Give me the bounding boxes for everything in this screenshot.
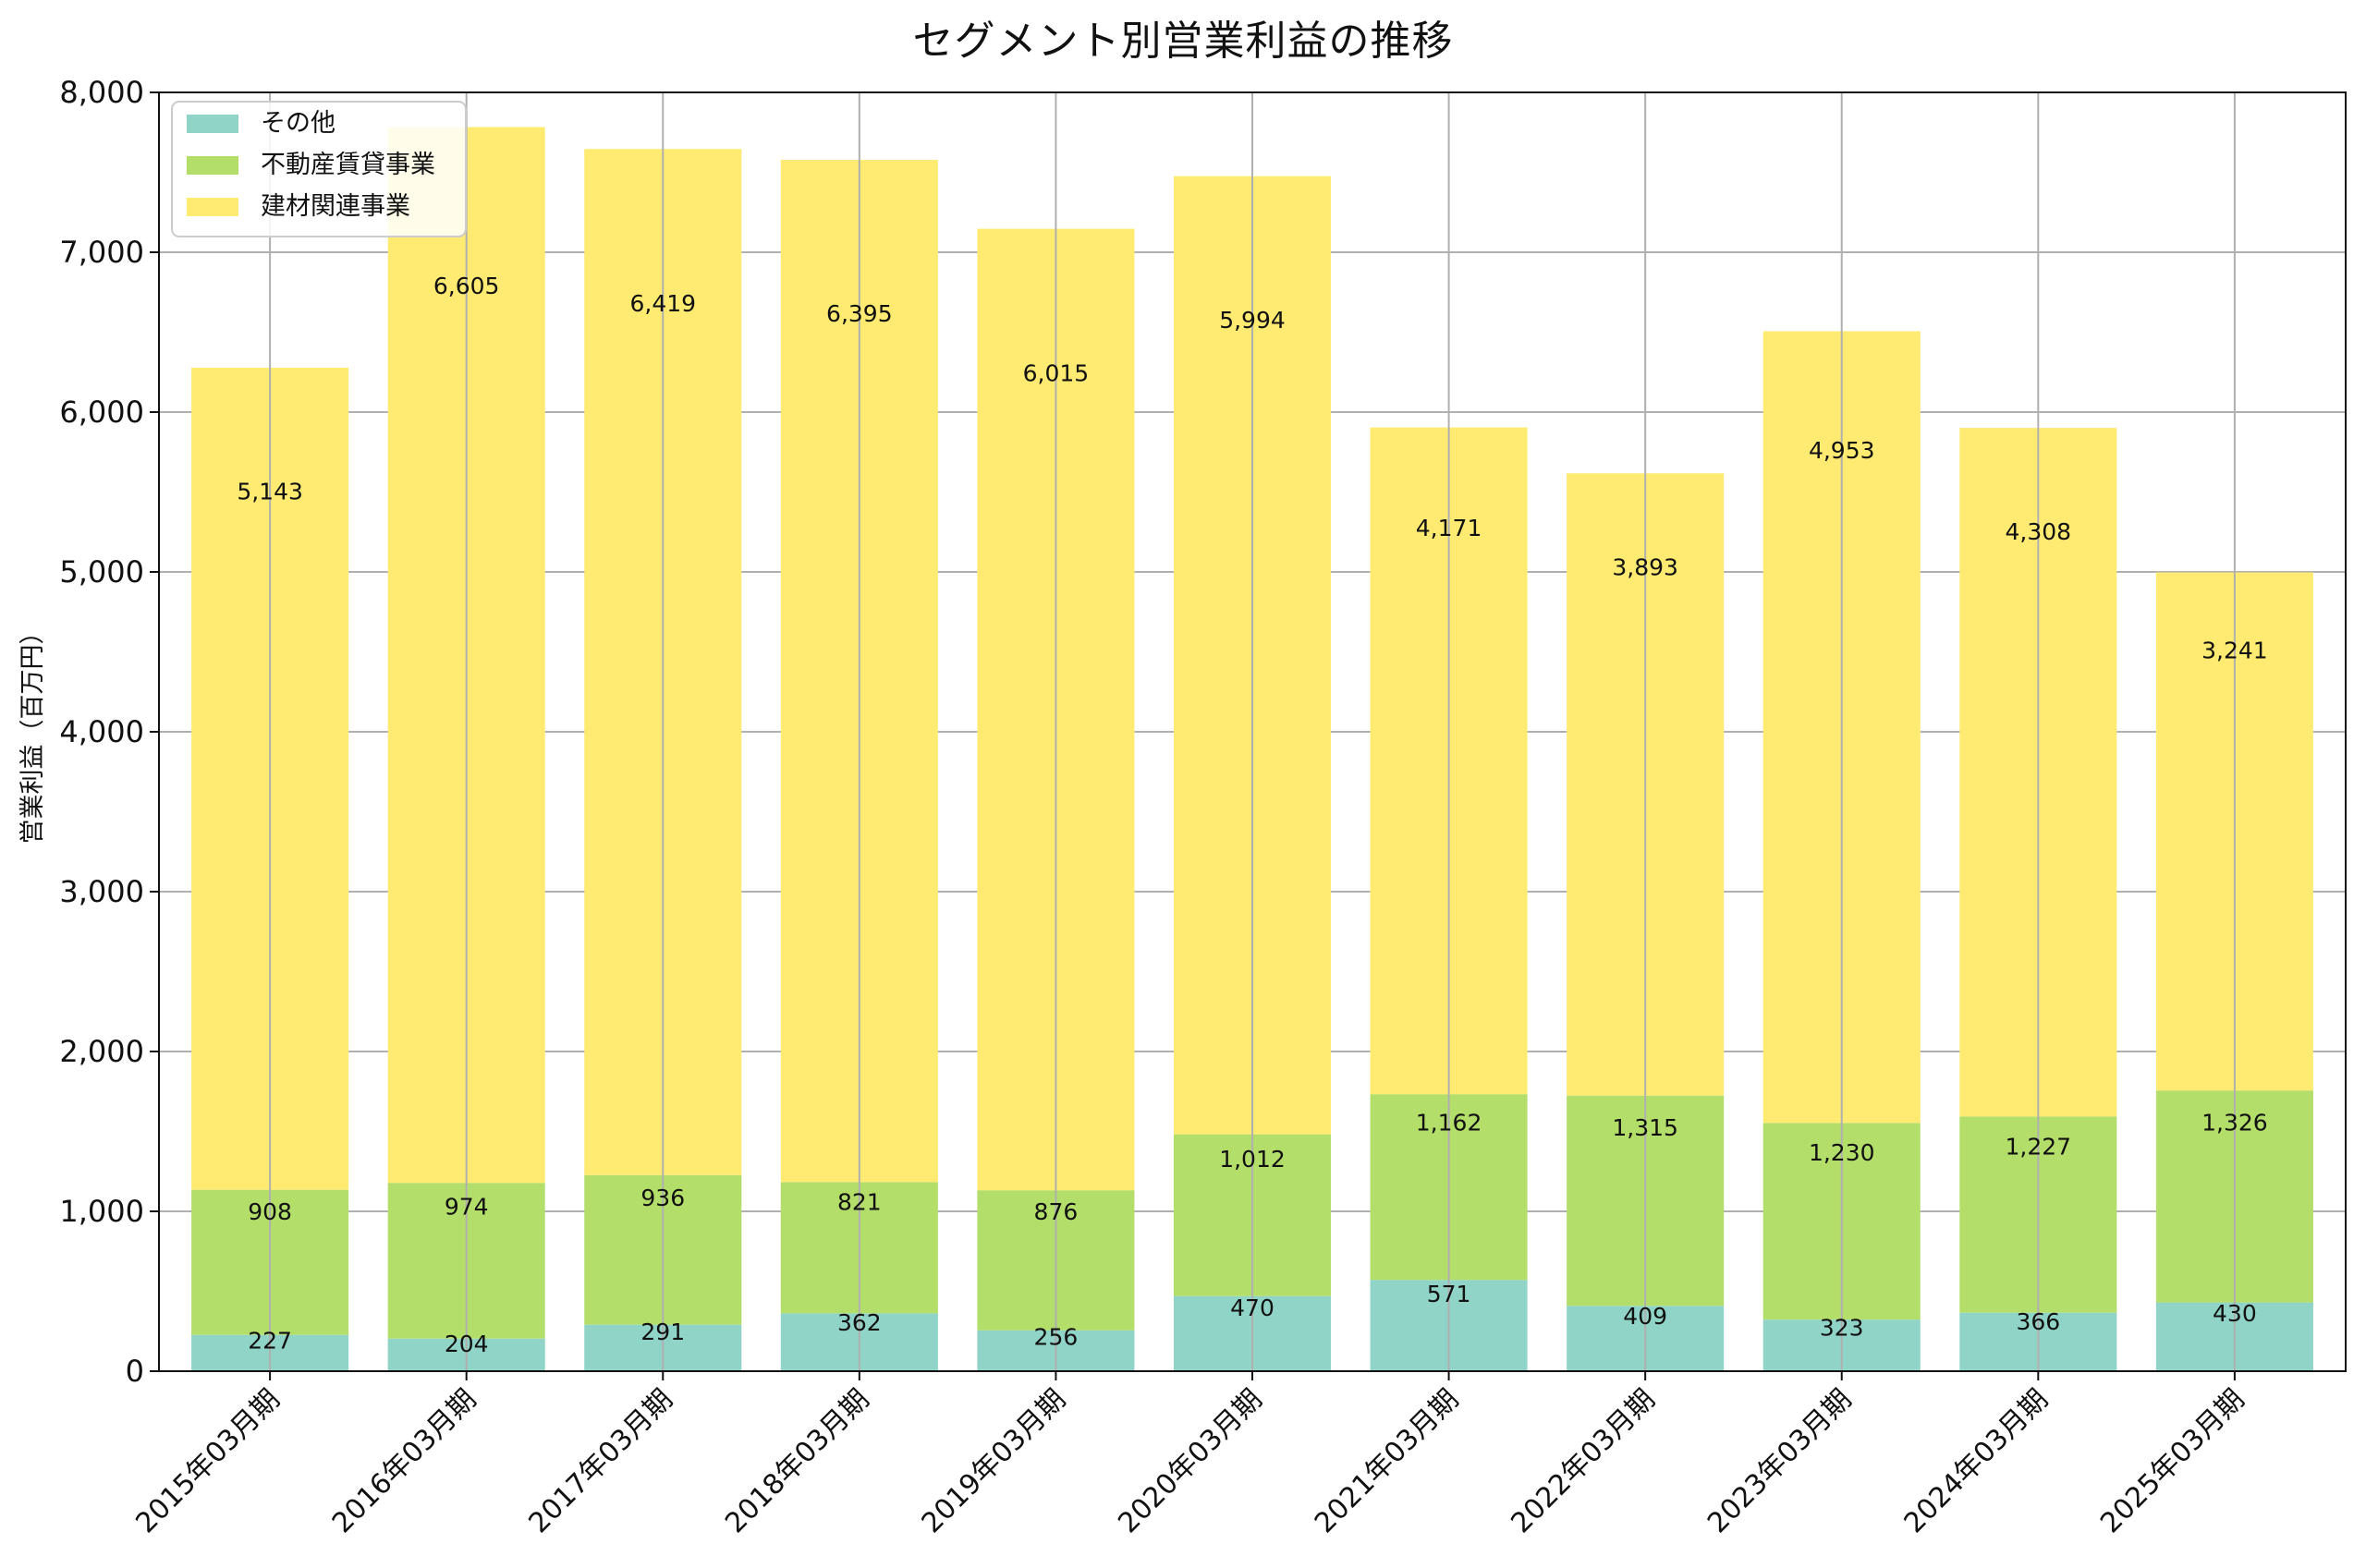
y-tick-label: 3,000 [59,874,144,909]
data-label: 470 [1230,1295,1274,1321]
data-label: 876 [1034,1198,1079,1225]
data-label: 3,893 [1612,553,1678,580]
x-tick-label: 2023年03月期 [1701,1383,1858,1539]
y-axis-label: 営業利益（百万円） [18,620,47,845]
data-label: 1,162 [1416,1109,1482,1136]
data-label: 1,227 [2006,1133,2072,1160]
data-label: 1,315 [1612,1114,1678,1141]
x-tick-label: 2017年03月期 [523,1383,679,1539]
data-label: 6,395 [826,300,893,327]
data-label: 821 [837,1189,882,1216]
x-tick-label: 2019年03月期 [916,1383,1072,1539]
data-label: 6,605 [433,273,500,299]
legend-entry: 不動産賃貸事業 [261,151,435,179]
y-axis: 0 1,000 2,000 3,000 4,000 5,000 6,000 7,000 8,00… [59,75,159,1389]
data-label: 6,015 [1023,360,1090,387]
y-tick-label: 6,000 [59,395,144,430]
x-tick-label: 2018年03月期 [719,1383,875,1539]
y-tick-label: 8,000 [59,75,144,110]
data-label: 908 [248,1198,292,1225]
data-label: 1,230 [1809,1139,1875,1166]
legend-swatch [187,115,238,133]
y-tick-label: 0 [126,1354,144,1389]
data-label: 936 [640,1185,685,1211]
data-label: 6,419 [629,290,696,317]
data-label: 974 [445,1193,489,1220]
data-label: 571 [1427,1281,1471,1307]
vertical-grid-lines [269,92,2236,1371]
data-labels: 227 908 5,143 204 974 6,605 291 936 6,419 362 821 6… [237,273,2267,1357]
y-tick-label: 7,000 [59,235,144,270]
data-label: 4,171 [1416,515,1482,541]
data-label: 430 [2213,1300,2257,1327]
data-label: 323 [1820,1315,1864,1342]
data-label: 256 [1034,1323,1079,1350]
data-label: 409 [1623,1303,1667,1330]
legend-box [171,101,467,237]
x-tick-label: 2024年03月期 [1898,1383,2055,1539]
data-label: 1,012 [1219,1146,1286,1173]
legend-entry: その他 [261,109,335,138]
data-label: 5,143 [237,478,303,504]
x-tick-label: 2022年03月期 [1505,1383,1661,1539]
legend-swatch [187,156,238,175]
data-label: 227 [248,1328,292,1355]
data-label: 4,953 [1809,437,1875,464]
data-label: 204 [445,1331,489,1357]
x-tick-label: 2021年03月期 [1309,1383,1465,1539]
data-label: 4,308 [2006,518,2072,545]
data-label: 5,994 [1219,307,1286,334]
y-tick-label: 2,000 [59,1034,144,1069]
data-label: 291 [640,1319,685,1345]
y-tick-label: 5,000 [59,554,144,590]
y-tick-label: 1,000 [59,1194,144,1229]
x-axis: 2015年03月期 2016年03月期 2017年03月期 2018年03月期 2019… [129,1371,2251,1539]
data-label: 366 [2016,1308,2060,1335]
chart-title: セグメント別営業利益の推移 [912,18,1454,65]
x-tick-label: 2016年03月期 [326,1383,482,1539]
data-label: 362 [837,1309,882,1336]
data-label: 1,326 [2201,1110,2268,1136]
legend-entry: 建材関連事業 [261,192,410,221]
x-tick-label: 2015年03月期 [129,1383,286,1539]
y-tick-label: 4,000 [59,714,144,749]
data-label: 3,241 [2201,638,2268,664]
x-tick-label: 2025年03月期 [2094,1383,2250,1539]
x-tick-label: 2020年03月期 [1112,1383,1268,1539]
legend-swatch [187,198,238,216]
